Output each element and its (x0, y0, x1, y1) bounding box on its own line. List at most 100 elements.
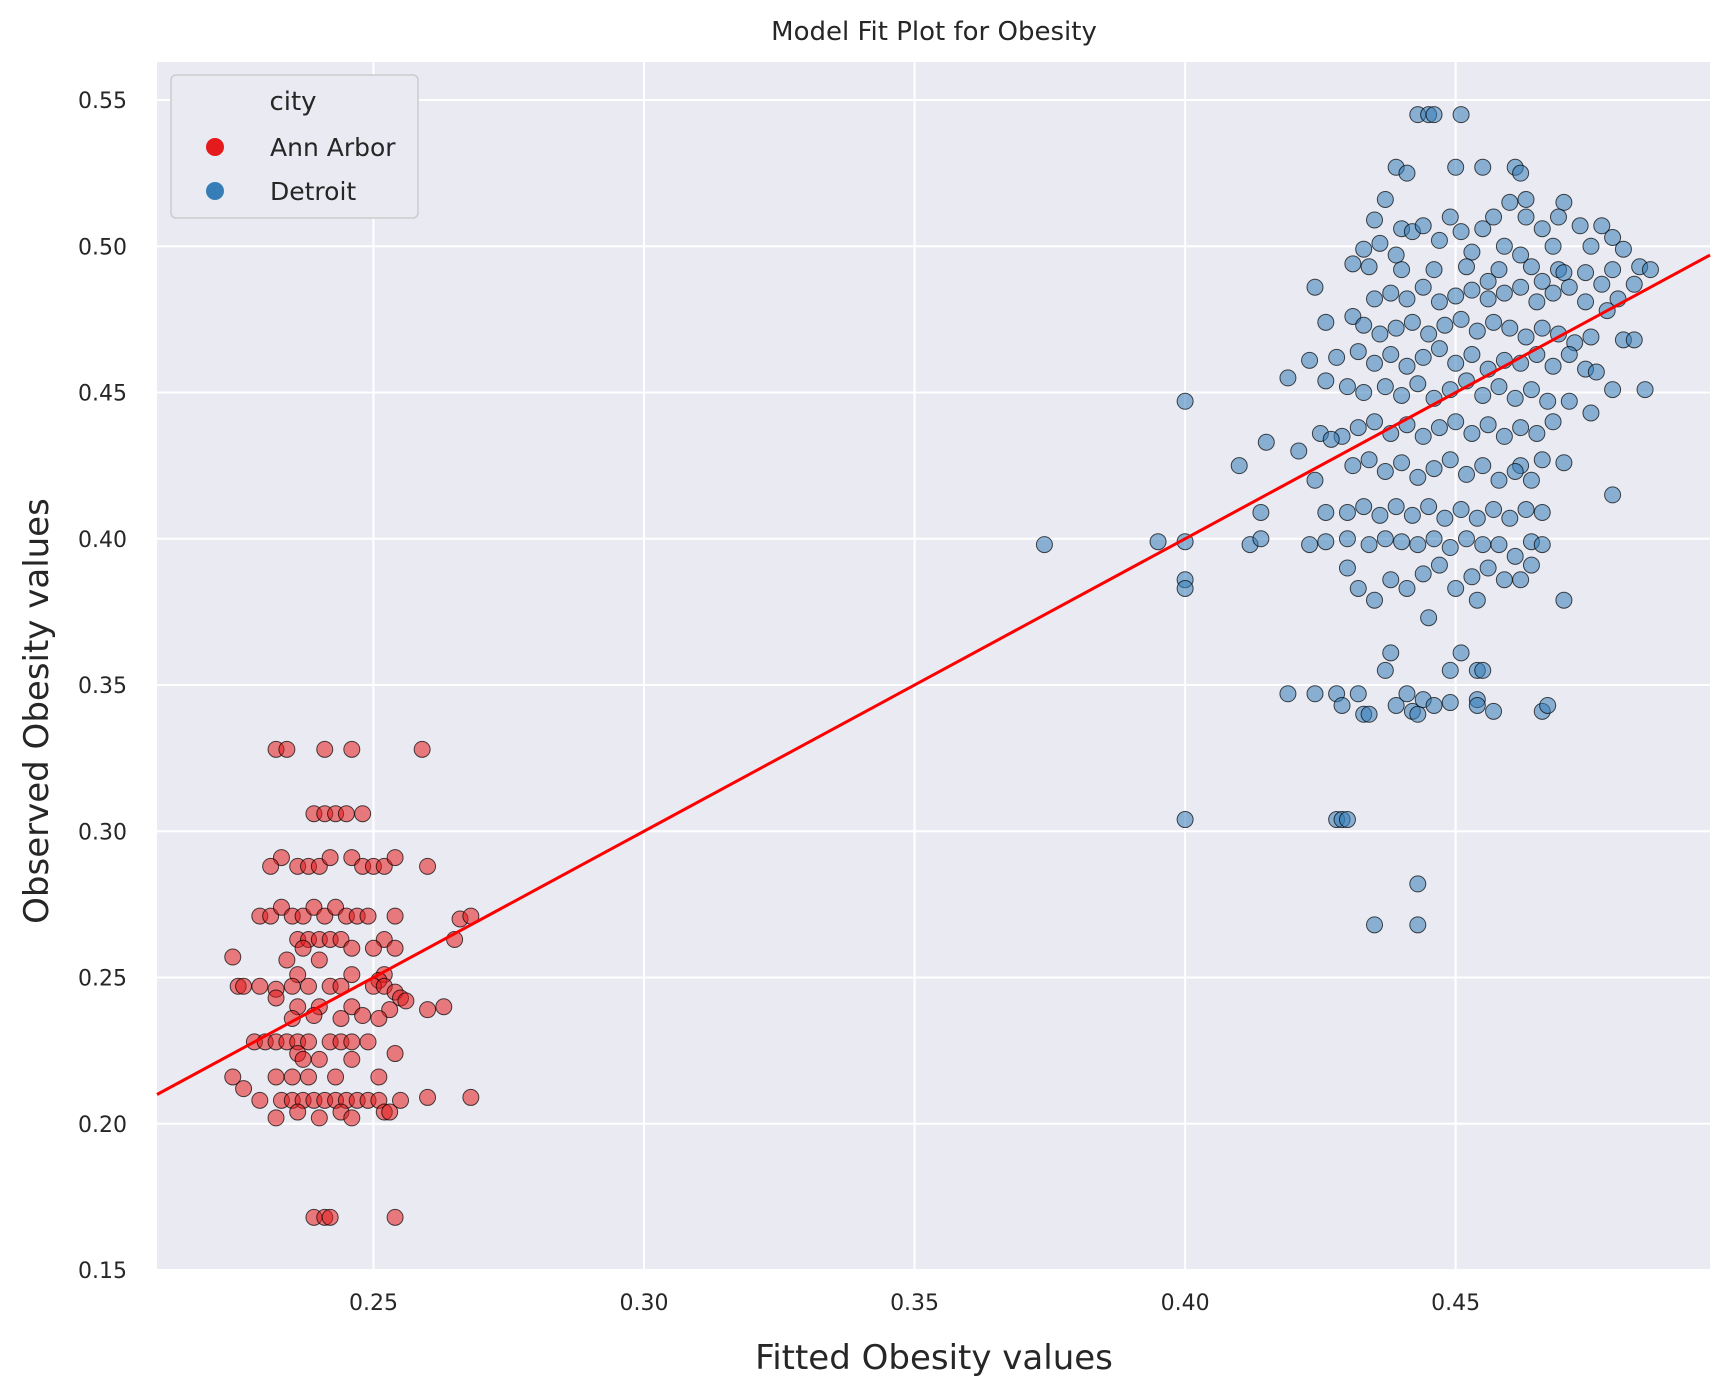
data-point (1474, 536, 1492, 554)
data-point (1533, 220, 1551, 238)
data-point (1593, 217, 1611, 235)
y-tick-labels: 0.15 0.20 0.25 0.30 0.35 0.40 0.45 0.50 0.55 (78, 89, 127, 1284)
data-point (1555, 591, 1573, 609)
data-point (1436, 316, 1454, 334)
data-point (251, 1091, 269, 1109)
data-point (1409, 375, 1427, 393)
data-point (294, 939, 312, 957)
data-point (1539, 392, 1557, 410)
data-point (1338, 530, 1356, 548)
data-point (1409, 705, 1427, 723)
data-point (321, 849, 339, 867)
data-point (1549, 208, 1567, 226)
data-point (1398, 685, 1416, 703)
data-point (1398, 290, 1416, 308)
data-point (1257, 433, 1275, 451)
data-point (1528, 424, 1546, 442)
data-point (1306, 471, 1324, 489)
data-point (1398, 164, 1416, 182)
data-point (1176, 392, 1194, 410)
y-tick-label: 0.35 (78, 674, 127, 699)
y-tick-label: 0.40 (78, 528, 127, 553)
data-point (1604, 381, 1622, 399)
data-point (1468, 509, 1486, 527)
data-point (1457, 258, 1475, 276)
data-point (1355, 240, 1373, 258)
data-point (1409, 916, 1427, 934)
data-point (1582, 404, 1600, 422)
data-point (1506, 389, 1524, 407)
data-point (332, 1009, 350, 1027)
data-point (1517, 328, 1535, 346)
data-point (1522, 556, 1540, 574)
data-point (1430, 340, 1448, 358)
data-point (1344, 255, 1362, 273)
legend: city Ann Arbor Detroit (170, 74, 419, 219)
data-point (354, 1007, 372, 1025)
data-point (1468, 591, 1486, 609)
data-point (1279, 369, 1297, 387)
data-point (1376, 190, 1394, 208)
data-point (392, 1091, 410, 1109)
data-point (310, 951, 328, 969)
data-point (1349, 685, 1367, 703)
data-point (235, 1080, 253, 1098)
data-point (1387, 696, 1405, 714)
data-point (1349, 579, 1367, 597)
x-tick-label: 0.30 (620, 1291, 669, 1316)
data-point (419, 857, 437, 875)
data-point (1533, 536, 1551, 554)
data-point (381, 1103, 399, 1121)
data-point (1479, 290, 1497, 308)
data-point (1506, 462, 1524, 480)
y-tick-label: 0.15 (78, 1259, 127, 1284)
data-point (1322, 430, 1340, 448)
data-point (1366, 354, 1384, 372)
data-point (1463, 424, 1481, 442)
data-point (1544, 237, 1562, 255)
data-point (1301, 351, 1319, 369)
data-point (1560, 278, 1578, 296)
data-point (1447, 579, 1465, 597)
data-point (1501, 509, 1519, 527)
data-point (1409, 536, 1427, 554)
data-point (1490, 471, 1508, 489)
x-axis-label: Fitted Obesity values (755, 1338, 1113, 1378)
data-point (1495, 571, 1513, 589)
data-point (359, 907, 377, 925)
x-tick-label: 0.45 (1431, 1291, 1480, 1316)
data-point (1317, 313, 1335, 331)
data-point (300, 977, 318, 995)
data-point (1338, 378, 1356, 396)
data-point (1582, 237, 1600, 255)
data-point (1355, 316, 1373, 334)
data-point (235, 977, 253, 995)
data-point (1387, 319, 1405, 337)
data-point (1409, 468, 1427, 486)
data-point (1338, 559, 1356, 577)
data-point (1317, 372, 1335, 390)
data-point (1441, 694, 1459, 712)
data-point (386, 1045, 404, 1063)
data-point (1301, 536, 1319, 554)
data-point (1290, 442, 1308, 460)
legend-label-detroit: Detroit (270, 177, 356, 206)
y-tick-label: 0.50 (78, 235, 127, 260)
data-point (1338, 503, 1356, 521)
legend-marker-detroit (206, 182, 224, 200)
data-point (1376, 661, 1394, 679)
data-point (1425, 460, 1443, 478)
data-point (1344, 457, 1362, 475)
fit-line (156, 253, 1711, 1096)
data-point (359, 1033, 377, 1051)
data-point (1604, 261, 1622, 279)
data-point (1555, 193, 1573, 211)
data-point (1457, 530, 1475, 548)
data-point (1398, 357, 1416, 375)
data-point (1441, 661, 1459, 679)
data-point (310, 1050, 328, 1068)
data-point (1403, 506, 1421, 524)
data-point (397, 992, 415, 1010)
y-tick-label: 0.45 (78, 382, 127, 407)
data-point (1522, 471, 1540, 489)
